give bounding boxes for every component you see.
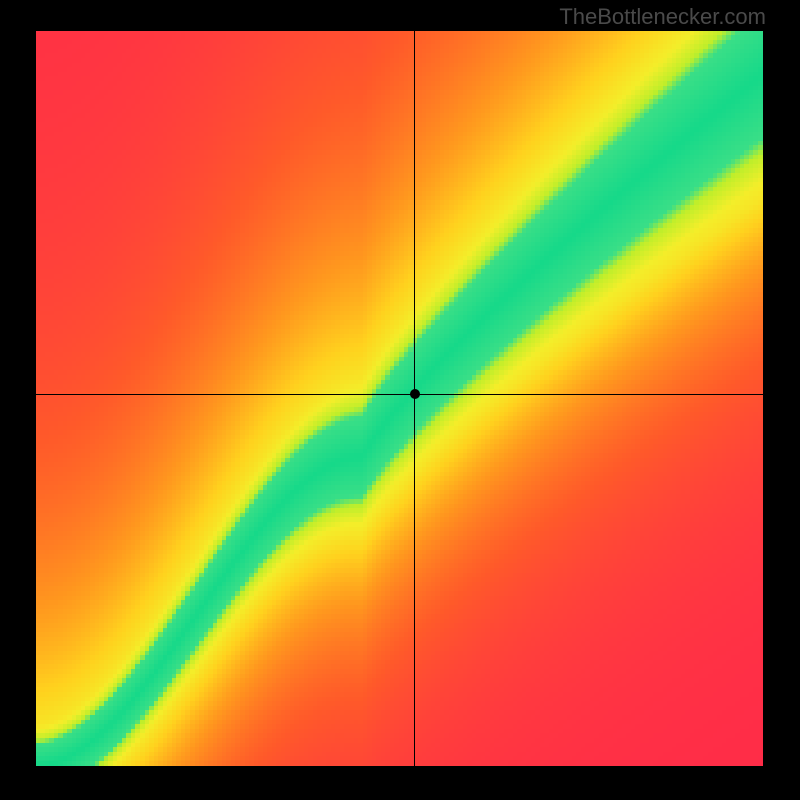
watermark-text: TheBottlenecker.com <box>559 4 766 30</box>
bottleneck-heatmap <box>36 31 763 766</box>
selected-point-marker <box>410 389 420 399</box>
chart-container: TheBottlenecker.com <box>0 0 800 800</box>
crosshair-horizontal <box>36 394 763 395</box>
